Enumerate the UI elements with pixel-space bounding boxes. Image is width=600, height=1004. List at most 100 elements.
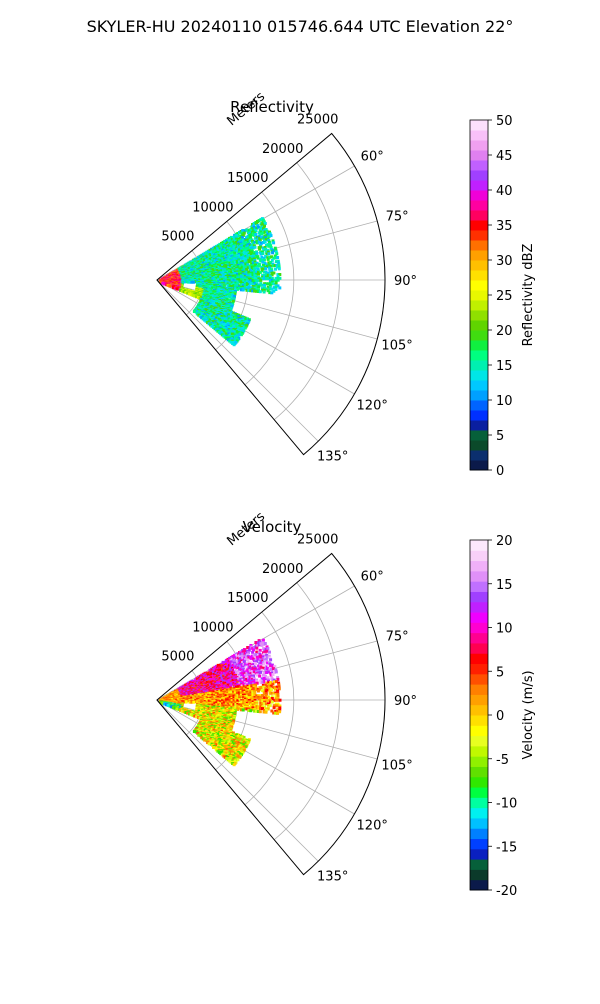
colorbar-segment: [470, 130, 488, 141]
echo-cell: [270, 234, 273, 237]
radial-tick-label: 25000: [297, 112, 338, 127]
azimuth-spoke: [157, 280, 354, 394]
echo-cell: [272, 673, 275, 676]
colorbar-segment: [470, 210, 488, 221]
colorbar-segment: [470, 460, 488, 471]
colorbar-segment: [470, 150, 488, 161]
colorbar-segment: [470, 230, 488, 241]
radial-tick-label: 20000: [262, 142, 303, 157]
echo-cell: [259, 290, 262, 293]
colorbar-segment: [470, 140, 488, 151]
colorbar-segment: [470, 180, 488, 191]
echo-cell: [257, 690, 260, 693]
echo-cell: [254, 653, 257, 656]
echo-cell: [271, 251, 274, 254]
echo-cell: [274, 268, 277, 271]
echo-cell: [265, 650, 268, 653]
echo-cell: [249, 236, 252, 239]
echo-cell: [257, 226, 260, 229]
colorbar-segment: [470, 270, 488, 281]
echo-cell: [266, 647, 269, 650]
colorbar-segment: [470, 450, 488, 461]
azimuth-spoke: [157, 700, 318, 861]
colorbar-segment: [470, 170, 488, 181]
colorbar-segment: [470, 320, 488, 331]
radial-tick-label: 5000: [161, 230, 194, 245]
echo-cell: [192, 281, 195, 284]
angle-tick-label: 75°: [386, 210, 409, 225]
colorbar-segment: [470, 310, 488, 321]
echo-cell: [263, 663, 266, 666]
colorbar-segment: [470, 250, 488, 261]
echo-cell: [251, 651, 254, 654]
colorbar-tick-label: 30: [496, 254, 513, 269]
echo-cell: [242, 289, 245, 292]
echo-cell: [270, 291, 273, 294]
echo-cell: [193, 310, 196, 313]
colorbar-tick-label: 20: [496, 324, 513, 339]
colorbar-tick-label: 50: [496, 114, 513, 129]
radial-tick-label: 10000: [192, 200, 233, 215]
colorbar-segment: [470, 410, 488, 421]
echo-cell: [262, 639, 265, 642]
echo-cell: [176, 287, 179, 290]
reflectivity-angle-tick-labels: 60°75°90°105°120°135°: [317, 150, 417, 465]
echo-cell: [258, 675, 261, 678]
colorbar-tick-label: 35: [496, 219, 513, 234]
echo-cell: [257, 285, 260, 288]
colorbar-segment: [470, 380, 488, 391]
colorbar-segment: [470, 400, 488, 411]
echo-cell: [272, 241, 275, 244]
colorbar-segment: [470, 440, 488, 451]
figure-suptitle: SKYLER-HU 20240110 015746.644 UTC Elevat…: [87, 17, 514, 36]
echo-cell: [276, 256, 279, 259]
angle-tick-label: 120°: [357, 398, 388, 413]
echo-cell: [255, 647, 258, 650]
angle-tick-label: 90°: [394, 274, 417, 289]
colorbar-tick-label: 10: [496, 394, 513, 409]
azimuth-spoke: [157, 280, 318, 441]
echo-cell: [263, 291, 266, 294]
colorbar-tick-label: 45: [496, 149, 513, 164]
echo-cell: [258, 248, 261, 251]
colorbar-segment: [470, 350, 488, 361]
colorbar-segment: [470, 120, 488, 131]
range-ring: [274, 583, 339, 840]
echo-cell: [254, 233, 257, 236]
colorbar-segment: [470, 330, 488, 341]
echo-cell: [275, 670, 278, 673]
colorbar-segment: [470, 390, 488, 401]
colorbar-segment: [470, 220, 488, 231]
echo-cell: [279, 699, 282, 702]
colorbar-segment: [470, 190, 488, 201]
colorbar-segment: [470, 160, 488, 171]
echo-cell: [264, 642, 267, 645]
echo-cell: [278, 267, 281, 270]
colorbar-segment: [470, 290, 488, 301]
echo-cell: [255, 252, 258, 255]
echo-cell: [246, 659, 249, 662]
colorbar-segment: [470, 240, 488, 251]
echo-cell: [233, 343, 236, 346]
echo-cell: [259, 671, 262, 674]
echo-cell: [268, 651, 271, 654]
echo-cell: [243, 660, 246, 663]
echo-cell: [259, 279, 262, 282]
colorbar-segment: [470, 200, 488, 211]
colorbar-tick-label: 15: [496, 359, 513, 374]
echo-cell: [257, 273, 260, 276]
reflectivity-colorbar-label: Reflectivity dBZ: [521, 244, 536, 347]
colorbar-tick-label: 25: [496, 289, 513, 304]
angle-tick-label: 60°: [361, 150, 384, 165]
colorbar-segment: [470, 420, 488, 431]
colorbar-tick-label: 5: [496, 429, 504, 444]
echo-cell: [168, 285, 171, 288]
colorbar-segment: [470, 430, 488, 441]
range-ring: [274, 163, 339, 420]
echo-cell: [264, 222, 267, 225]
colorbar-segment: [470, 340, 488, 351]
echo-cell: [254, 662, 257, 665]
